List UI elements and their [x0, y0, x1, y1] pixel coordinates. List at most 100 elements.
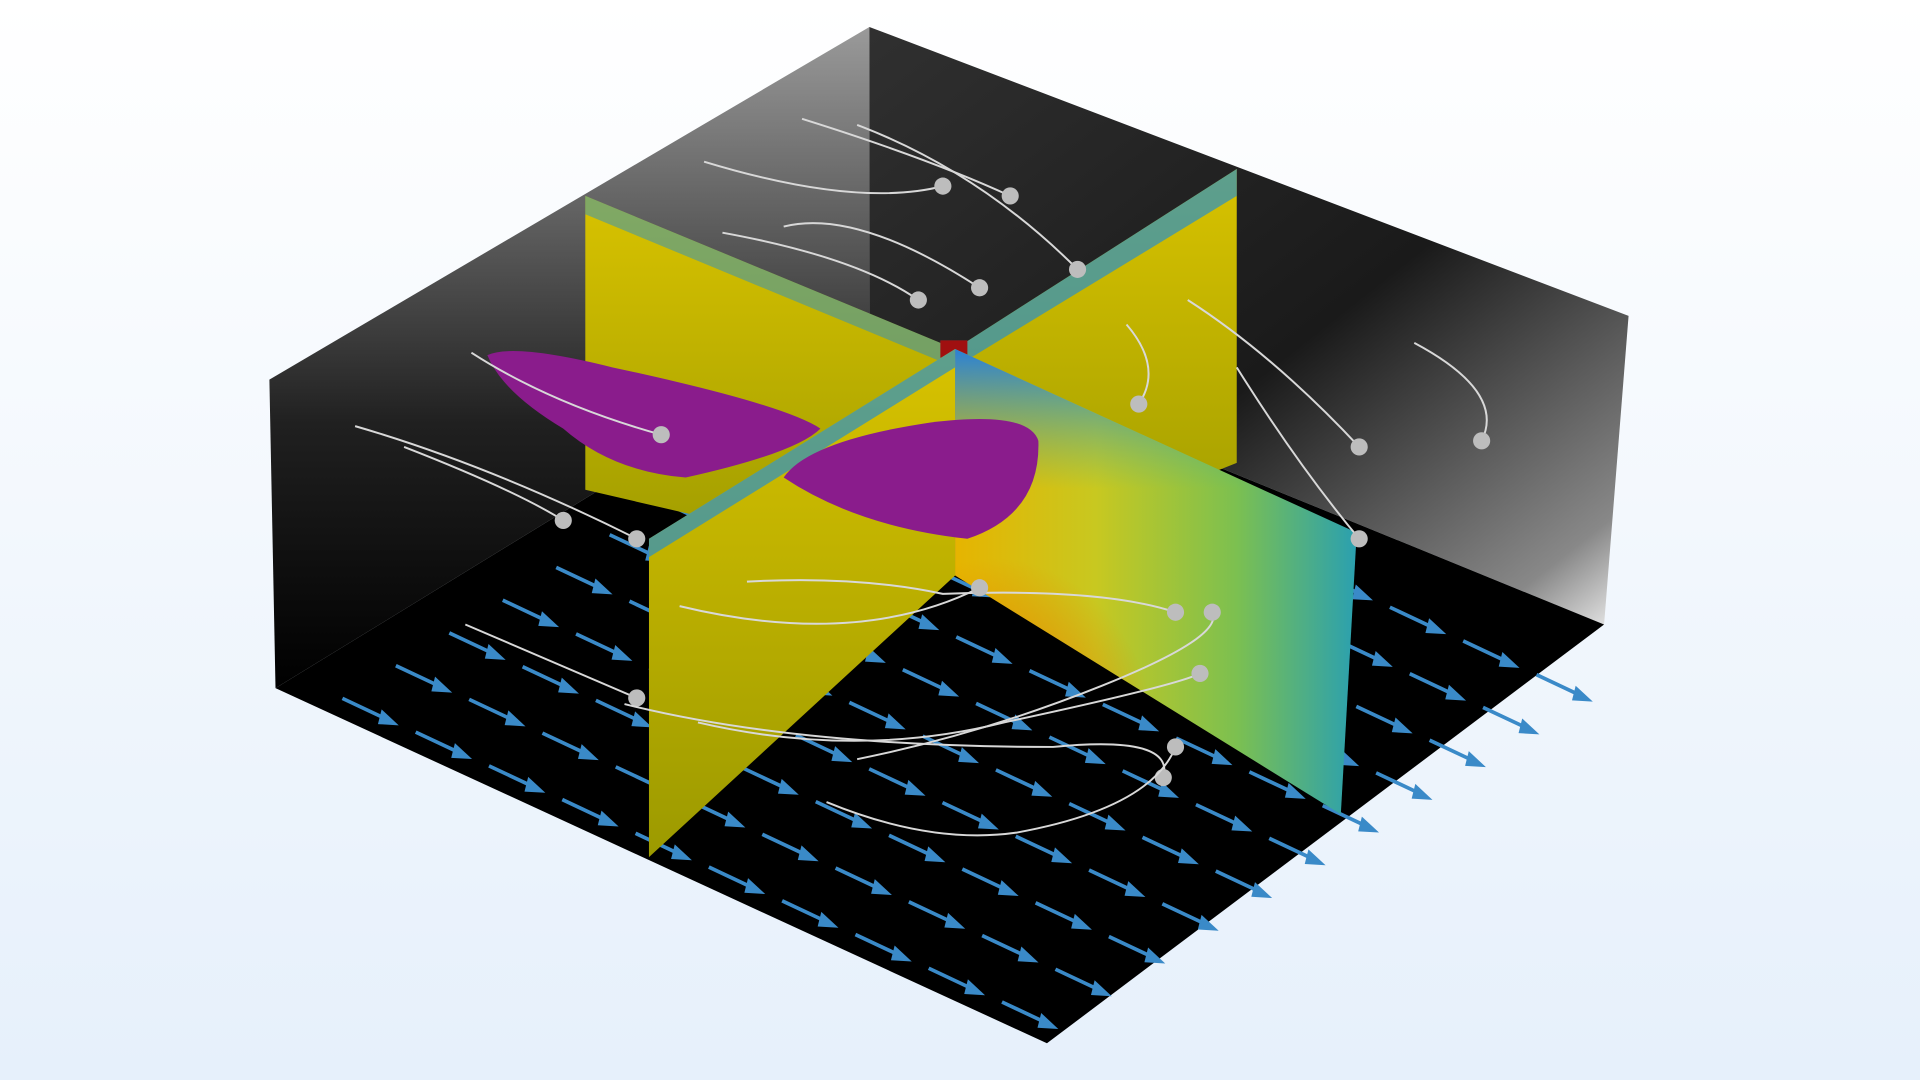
- flow-arrow: [414, 730, 459, 754]
- flow-arrow-head: [1071, 913, 1092, 930]
- streamline: [746, 579, 1176, 614]
- flow-arrow-head: [964, 979, 986, 996]
- flow-arrow: [781, 899, 825, 923]
- plane-edge: [955, 168, 1237, 368]
- flow-arrow: [1355, 704, 1399, 728]
- flow-arrow-head: [1011, 714, 1033, 731]
- flow-arrow-head: [991, 647, 1013, 664]
- flow-arrow: [834, 866, 879, 890]
- flow-arrow-head: [851, 812, 873, 829]
- streamline: [856, 611, 1215, 761]
- flow-arrow: [741, 766, 785, 790]
- streamline-cone: [1166, 603, 1185, 621]
- streamline: [470, 351, 662, 436]
- flow-arrow-head: [1138, 715, 1160, 732]
- flow-arrow: [888, 833, 932, 857]
- streamline: [703, 160, 944, 195]
- flow-arrow-head: [1211, 749, 1233, 766]
- flow-arrow-head: [978, 813, 999, 830]
- vortex-surface: [783, 418, 1039, 539]
- flow-arrow-head: [997, 880, 1019, 897]
- streamline-cone: [1166, 738, 1185, 756]
- flow-arrow-head: [631, 711, 653, 728]
- flow-arrow-head: [577, 744, 599, 761]
- flow-arrow: [1121, 769, 1166, 793]
- flow-arrow-head: [1197, 914, 1219, 931]
- flow-arrow: [1482, 705, 1526, 729]
- flow-arrow: [1428, 738, 1473, 762]
- flow-arrow: [341, 696, 385, 720]
- flow-arrow-head: [558, 677, 579, 694]
- plane-edge: [648, 348, 956, 558]
- flow-arrow: [848, 700, 892, 724]
- flow-arrow-head: [538, 611, 560, 628]
- plane-hotspot: [955, 348, 1357, 815]
- flow-arrow: [995, 768, 1039, 792]
- flow-arrow: [961, 867, 1005, 891]
- flow-arrow: [1268, 836, 1312, 860]
- flow-arrow-head: [431, 676, 453, 693]
- streamline-cone: [554, 511, 572, 529]
- flow-arrow-head: [1304, 849, 1326, 866]
- streamline: [801, 117, 1011, 197]
- flow-arrow: [488, 764, 532, 788]
- flow-arrow: [1034, 901, 1079, 925]
- flow-arrow-head: [1231, 815, 1253, 832]
- flow-arrow: [1389, 605, 1433, 629]
- flow-arrow-head: [777, 778, 799, 795]
- flow-arrow-head: [1465, 751, 1486, 768]
- flow-arrow: [814, 799, 859, 823]
- flow-arrow: [854, 932, 898, 956]
- flow-arrow: [1375, 771, 1419, 795]
- flow-arrow-head: [1051, 847, 1073, 864]
- flow-arrow: [1195, 802, 1239, 826]
- flow-arrow-head: [597, 810, 619, 827]
- flow-arrow: [927, 966, 972, 990]
- flow-arrow-head: [611, 644, 633, 661]
- flow-arrow: [1175, 736, 1219, 760]
- vortex-surface: [487, 351, 821, 478]
- flow-arrow-head: [817, 911, 839, 928]
- flow-arrow-head: [591, 578, 613, 595]
- streamline-cone: [909, 291, 927, 309]
- streamline: [1413, 341, 1488, 442]
- flow-arrow-head: [1445, 684, 1467, 701]
- flow-arrow: [1321, 803, 1366, 827]
- flow-arrow: [1088, 868, 1132, 892]
- flow-arrow: [448, 631, 492, 655]
- flow-arrow-head: [1017, 946, 1039, 963]
- flow-arrow: [575, 632, 619, 656]
- flow-arrow: [501, 598, 546, 622]
- flow-arrow: [1535, 673, 1579, 696]
- streamline-cone: [628, 530, 646, 548]
- flow-arrow: [1001, 1000, 1045, 1024]
- flow-arrow-head: [377, 709, 399, 726]
- flow-arrow-head: [1358, 816, 1380, 833]
- flow-arrow: [1102, 702, 1146, 726]
- flow-arrow-head: [1371, 650, 1393, 667]
- flow-arrow: [541, 731, 585, 755]
- flow-arrow: [468, 697, 512, 721]
- flow-arrow-head: [1498, 651, 1520, 668]
- flow-arrow: [1161, 902, 1205, 926]
- flow-arrow-head: [890, 945, 912, 962]
- streamline: [1187, 299, 1360, 448]
- flow-arrow-head: [1144, 947, 1166, 964]
- flow-arrow-head: [1251, 882, 1273, 899]
- flow-arrow-head: [1572, 685, 1593, 702]
- flow-arrow-head: [924, 846, 946, 863]
- flow-arrow-head: [724, 811, 746, 828]
- streamline: [1235, 366, 1360, 540]
- flow-arrow-head: [524, 776, 546, 793]
- streamline-cone: [934, 177, 952, 195]
- flow-arrow-head: [1124, 881, 1146, 898]
- streamline-cone: [1203, 603, 1221, 621]
- streamline-cone: [971, 579, 989, 597]
- streamline-cone: [1001, 187, 1019, 205]
- flow-arrow-head: [1391, 717, 1413, 734]
- flow-arrow: [868, 767, 912, 791]
- flow-arrow: [561, 797, 605, 821]
- streamline: [783, 222, 981, 289]
- streamline: [624, 703, 1166, 778]
